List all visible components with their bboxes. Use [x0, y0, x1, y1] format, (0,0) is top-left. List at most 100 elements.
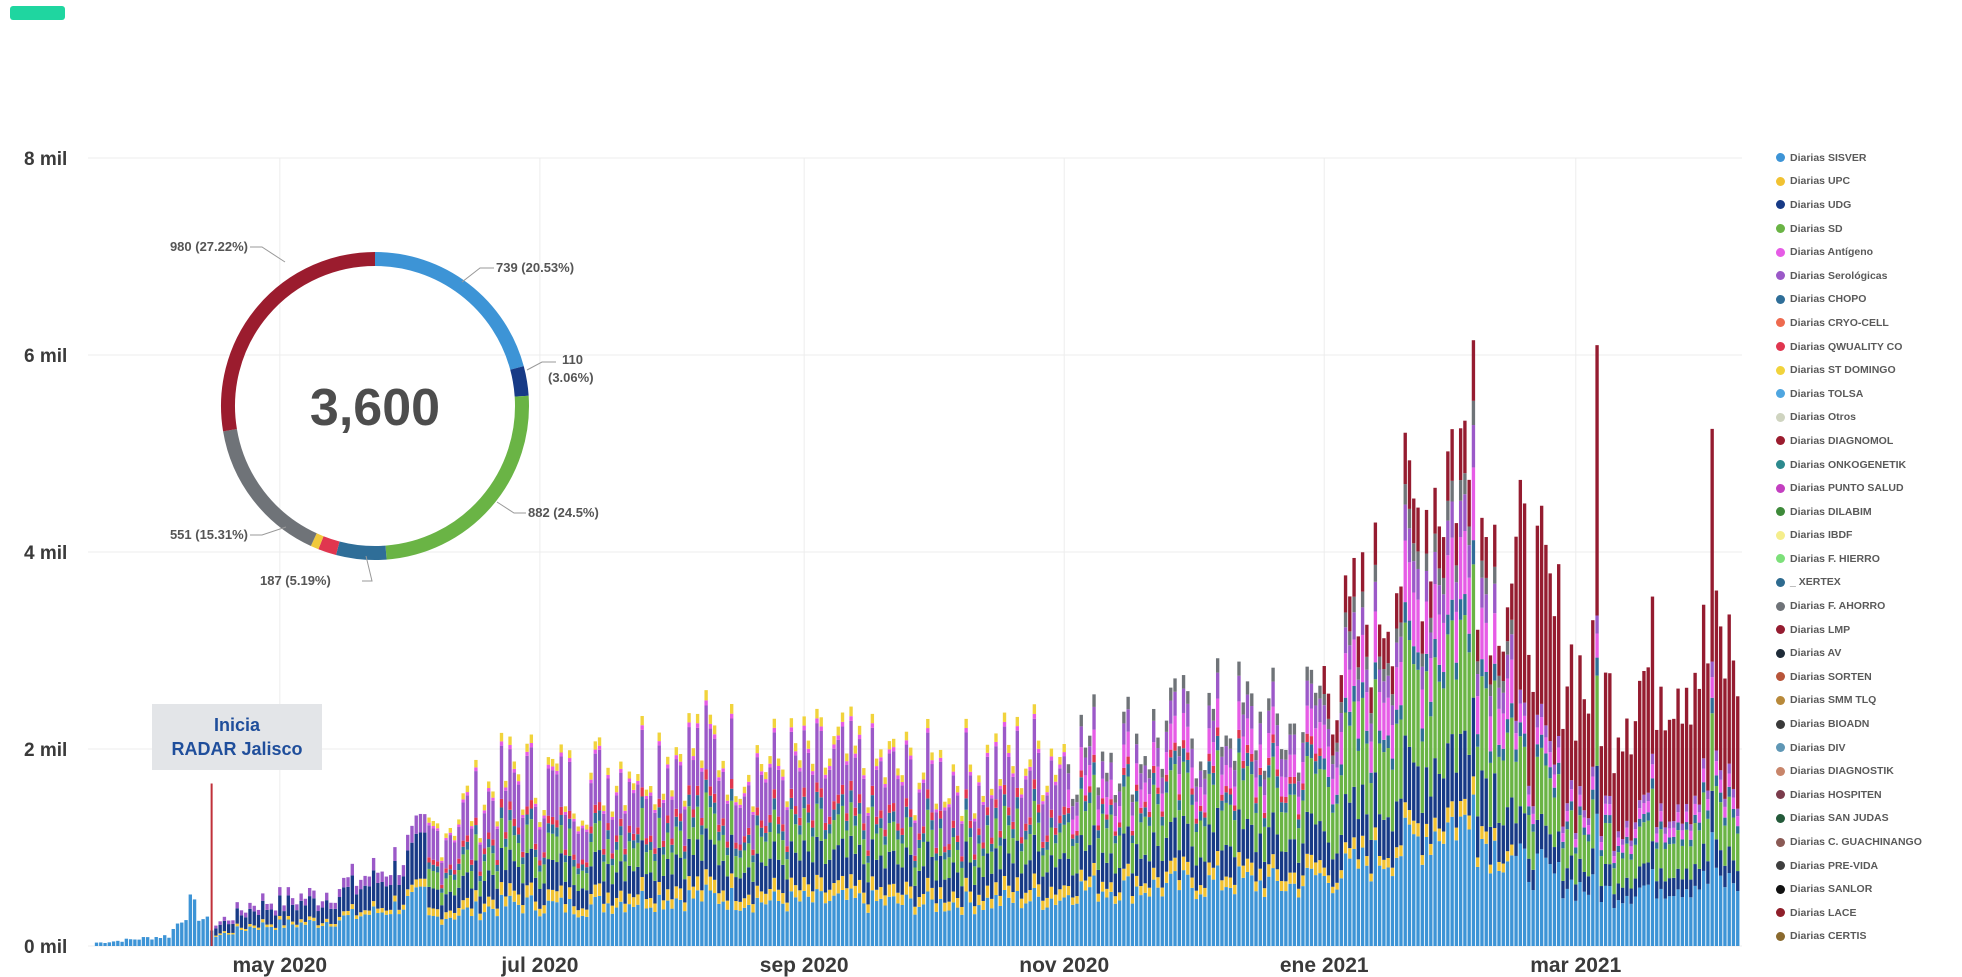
legend-item[interactable]: Diarias BIOADN — [1776, 712, 1962, 736]
legend-item[interactable]: Diarias SAN JUDAS — [1776, 807, 1962, 831]
bar-segment — [1382, 752, 1386, 820]
legend-item[interactable]: Diarias SORTEN — [1776, 665, 1962, 689]
legend-item[interactable]: Diarias DIAGNOMOL — [1776, 429, 1962, 453]
bar-segment — [857, 879, 862, 894]
legend-item[interactable]: Diarias DIV — [1776, 736, 1962, 760]
legend-item[interactable]: Diarias F. HIERRO — [1776, 547, 1962, 571]
bar-segment — [1079, 788, 1083, 836]
bar-segment — [546, 823, 551, 833]
bar-segment — [1186, 874, 1190, 946]
legend-item[interactable]: Diarias PRE-VIDA — [1776, 854, 1962, 878]
bar-segment — [678, 830, 683, 858]
bar-segment — [218, 924, 222, 934]
legend-item[interactable]: Diarias AV — [1776, 641, 1962, 665]
bar-segment — [1220, 880, 1224, 891]
bar-segment — [1254, 803, 1258, 813]
legend-item[interactable]: Diarias UPC — [1776, 170, 1962, 194]
bar-segment — [1539, 734, 1544, 748]
bar-segment — [1164, 871, 1169, 883]
legend-item[interactable]: Diarias DIAGNOSTIK — [1776, 759, 1962, 783]
legend-item[interactable]: Diarias SMM TLQ — [1776, 689, 1962, 713]
legend-item[interactable]: Diarias ONKOGENETIK — [1776, 453, 1962, 477]
legend-item[interactable]: Diarias LACE — [1776, 901, 1962, 925]
donut-slice — [510, 366, 529, 397]
legend-item[interactable]: Diarias CRYO-CELL — [1776, 311, 1962, 335]
bar-segment — [717, 824, 721, 832]
legend-item[interactable]: Diarias HOSPITEN — [1776, 783, 1962, 807]
bar-segment — [823, 830, 828, 839]
bar-segment — [934, 860, 938, 881]
bar-segment — [930, 764, 934, 813]
bar-segment — [235, 923, 239, 927]
bar-segment — [857, 725, 862, 735]
bar-segment — [661, 799, 666, 803]
bar-segment — [410, 842, 414, 885]
bar-segment — [499, 732, 504, 742]
bar-segment — [1727, 786, 1731, 797]
legend-item[interactable]: Diarias Antígeno — [1776, 240, 1962, 264]
legend-item[interactable]: Diarias F. AHORRO — [1776, 594, 1962, 618]
bar-segment — [1066, 813, 1071, 823]
bar-segment — [1169, 873, 1173, 946]
bar-segment — [1471, 794, 1476, 946]
legend-item[interactable]: Diarias QWUALITY CO — [1776, 335, 1962, 359]
bar-segment — [1488, 684, 1493, 697]
legend-item[interactable]: Diarias SD — [1776, 217, 1962, 241]
bar-segment — [538, 829, 542, 861]
bar-segment — [1152, 720, 1156, 743]
bar-segment — [866, 882, 870, 905]
bar-segment — [1309, 736, 1314, 745]
bar-segment — [930, 887, 934, 900]
bar-segment — [742, 836, 747, 843]
legend-item[interactable]: Diarias PUNTO SALUD — [1776, 476, 1962, 500]
bar-segment — [747, 781, 751, 786]
legend-item[interactable]: Diarias UDG — [1776, 193, 1962, 217]
bar-segment — [448, 827, 453, 833]
bar-segment — [1169, 700, 1173, 724]
bar-segment — [1267, 710, 1271, 734]
bar-segment — [1339, 675, 1343, 703]
bar-segment — [1258, 744, 1262, 768]
bar-segment — [1071, 845, 1075, 876]
bar-segment — [819, 726, 823, 732]
bar-segment — [704, 792, 708, 829]
bar-segment — [1356, 819, 1361, 860]
legend-item[interactable]: Diarias CHOPO — [1776, 288, 1962, 312]
bar-segment — [670, 844, 674, 853]
bar-segment — [845, 857, 849, 889]
legend-item[interactable]: Diarias Serológicas — [1776, 264, 1962, 288]
bar-segment — [1416, 669, 1420, 767]
bar-segment — [1088, 746, 1092, 766]
bar-segment — [1211, 720, 1216, 743]
bar-segment — [755, 885, 759, 898]
bar-segment — [1309, 758, 1314, 814]
bar-segment — [913, 914, 917, 946]
bar-segment — [346, 886, 350, 911]
legend-item[interactable]: _ XERTEX — [1776, 571, 1962, 595]
bar-segment — [1032, 800, 1037, 835]
legend-item[interactable]: Diarias Otros — [1776, 406, 1962, 430]
bar-segment — [512, 901, 516, 946]
bar-segment — [1518, 689, 1523, 704]
legend-item[interactable]: Diarias SANLOR — [1776, 877, 1962, 901]
bar-segment — [1139, 886, 1143, 896]
bar-segment — [1045, 792, 1049, 796]
legend-item[interactable]: Diarias ST DOMINGO — [1776, 358, 1962, 382]
bar-segment — [1369, 881, 1373, 946]
bar-segment — [388, 885, 393, 910]
bar-segment — [1198, 885, 1203, 895]
legend-item[interactable]: Diarias TOLSA — [1776, 382, 1962, 406]
legend-item[interactable]: Diarias CERTIS — [1776, 925, 1962, 949]
bar-segment — [755, 825, 759, 854]
legend-item[interactable]: Diarias C. GUACHINANGO — [1776, 830, 1962, 854]
legend-item[interactable]: Diarias DILABIM — [1776, 500, 1962, 524]
legend-item[interactable]: Diarias LMP — [1776, 618, 1962, 642]
legend-item[interactable]: Diarias IBDF — [1776, 524, 1962, 548]
bar-segment — [1143, 756, 1147, 766]
bar-segment — [491, 899, 495, 909]
bar-segment — [580, 828, 585, 860]
legend-item[interactable]: Diarias SISVER — [1776, 146, 1962, 170]
bar-segment — [892, 821, 896, 851]
bar-segment — [781, 840, 785, 865]
bar-segment — [1625, 827, 1629, 837]
